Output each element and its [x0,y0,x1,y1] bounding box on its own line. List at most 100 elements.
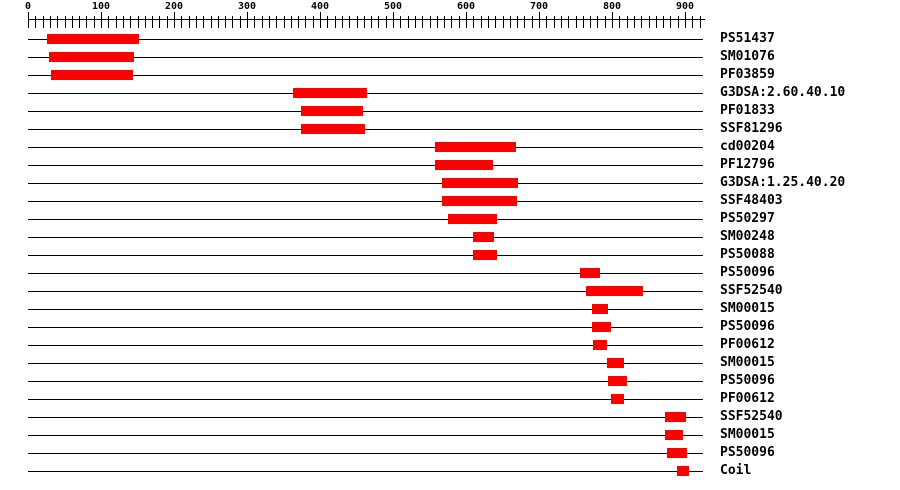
axis-tick-minor [276,16,277,28]
axis-tick-label: 500 [383,1,403,12]
axis-tick-label: 600 [456,1,476,12]
domain-bar [442,196,517,206]
domain-bar [607,358,624,368]
axis-tick-minor [576,16,577,28]
axis-tick-minor [649,16,650,28]
domain-bar [586,286,643,296]
axis-tick-label: 700 [529,1,549,12]
row-label: PF00612 [720,391,775,406]
axis-tick-minor [225,16,226,28]
track-line [28,147,703,148]
track-line [28,57,703,58]
axis-tick-minor [371,16,372,28]
axis-tick-minor [619,16,620,28]
axis-tick-minor [86,16,87,28]
row-label: SM00015 [720,301,775,316]
axis-tick-minor [181,16,182,28]
domain-bar [435,142,516,152]
track-line [28,237,703,238]
axis-tick-major [539,12,540,28]
track-line [28,453,703,454]
axis-tick-minor [335,16,336,28]
axis-tick-major [393,12,394,28]
domain-bar [667,448,687,458]
row-label: Coil [720,463,752,478]
axis-tick-minor [116,16,117,28]
row-label: SSF52540 [720,283,783,298]
axis-tick-minor [57,16,58,28]
axis-tick-minor [79,16,80,28]
axis-tick-minor [203,16,204,28]
domain-bar [47,34,139,44]
row-label: SM00015 [720,355,775,370]
axis-tick-minor [43,16,44,28]
axis-tick-minor [415,16,416,28]
axis-tick-minor [430,16,431,28]
row-label: PS50096 [720,373,775,388]
axis-tick-minor [305,16,306,28]
row-label: SM00015 [720,427,775,442]
domain-bar [301,124,365,134]
track-line [28,273,703,274]
axis-tick-minor [65,16,66,28]
axis-tick-minor [670,16,671,28]
axis-tick-minor [218,16,219,28]
track-line [28,165,703,166]
axis-tick-minor [327,16,328,28]
axis-tick-major [612,12,613,28]
axis-tick-minor [130,16,131,28]
track-line [28,399,703,400]
domain-bar [473,232,494,242]
domain-bar [435,160,493,170]
axis-tick-minor [342,16,343,28]
axis-tick-minor [284,16,285,28]
axis-tick-minor [554,16,555,28]
axis-tick-minor [159,16,160,28]
axis-tick-minor [663,16,664,28]
axis-tick-minor [517,16,518,28]
axis-tick-minor [349,16,350,28]
track-line [28,75,703,76]
axis-tick-minor [451,16,452,28]
axis-tick-minor [364,16,365,28]
axis-tick-minor [510,16,511,28]
track-line [28,183,703,184]
axis-tick-minor [488,16,489,28]
domain-bar [448,214,497,224]
axis-tick-minor [145,16,146,28]
row-label: SSF48403 [720,193,783,208]
axis-tick-minor [211,16,212,28]
domain-bar [293,88,367,98]
axis-tick-minor [627,16,628,28]
axis-tick-minor [605,16,606,28]
domain-bar [665,412,686,422]
row-label: PF01833 [720,103,775,118]
track-line [28,327,703,328]
axis-line [28,19,705,20]
axis-tick-minor [196,16,197,28]
axis-tick-label: 100 [91,1,111,12]
domain-bar [677,466,689,476]
axis-tick-minor [692,16,693,28]
axis-tick-major [466,12,467,28]
axis-tick-minor [50,16,51,28]
row-label: PS50297 [720,211,775,226]
axis-tick-minor [473,16,474,28]
axis-tick-minor [568,16,569,28]
track-line [28,219,703,220]
axis-tick-minor [590,16,591,28]
domain-bar [593,340,607,350]
axis-tick-minor [386,16,387,28]
axis-tick-minor [546,16,547,28]
axis-tick-minor [254,16,255,28]
axis-tick-minor [641,16,642,28]
axis-tick-major [247,12,248,28]
axis-tick-minor [444,16,445,28]
axis-tick-minor [678,16,679,28]
axis-tick-minor [138,16,139,28]
axis-tick-minor [240,16,241,28]
track-line [28,309,703,310]
axis-tick-minor [481,16,482,28]
axis-tick-minor [634,16,635,28]
domain-bar [611,394,624,404]
